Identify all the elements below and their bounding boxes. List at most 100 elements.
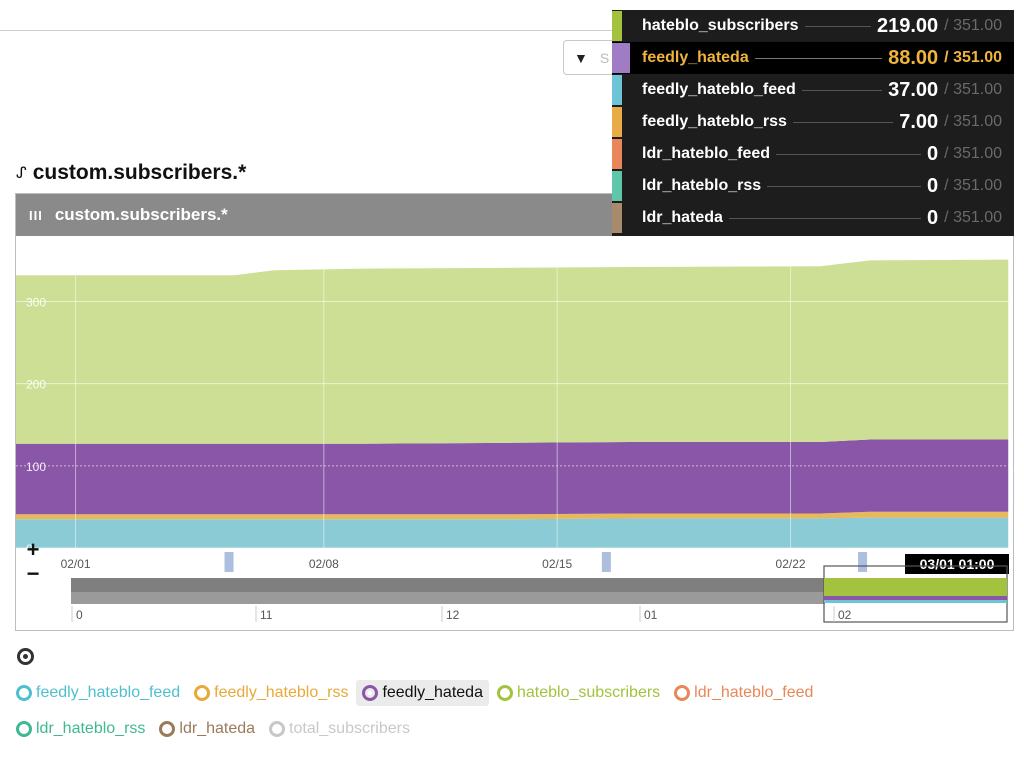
overview-tick-label: 0 xyxy=(76,608,83,622)
tooltip-leader-line xyxy=(728,217,922,219)
tooltip-series-name: feedly_hateblo_feed xyxy=(642,81,796,98)
tooltip-series-name: ldr_hateblo_rss xyxy=(642,177,762,194)
tooltip-total: / 351.00 xyxy=(944,113,1002,130)
overview-range-top xyxy=(71,578,825,592)
panel-title: custom.subscribers.* xyxy=(54,205,228,224)
series-color-swatch xyxy=(612,171,622,201)
area-chart[interactable]: 01 0 0 200 300 02/01 02/08 02/15 02/22 03/01 01:0… xyxy=(16,236,1013,630)
tooltip-value: 219.00 xyxy=(877,14,939,37)
tooltip-series-name: ldr_hateblo_feed xyxy=(642,145,771,162)
x-tick-label: 02/01 xyxy=(61,557,91,571)
area-series-hateblo_subscribers xyxy=(16,259,1009,444)
tooltip-total: / 351.00 xyxy=(944,81,1002,98)
filter-icon: ▼ xyxy=(574,49,588,66)
drag-handle-icon[interactable]: III xyxy=(29,207,43,223)
legend-label: total_subscribers xyxy=(289,720,410,737)
series-color-swatch xyxy=(612,11,622,41)
tooltip-leader-line xyxy=(754,57,883,59)
x-tick-label: 02/08 xyxy=(309,557,339,571)
overview-area-blue xyxy=(824,600,1007,603)
tooltip-leader-line xyxy=(801,89,883,91)
tooltip-total: / 351.00 xyxy=(944,145,1002,162)
zoom-in-button[interactable]: + xyxy=(26,537,40,562)
legend-label: ldr_hateblo_feed xyxy=(694,684,814,701)
tooltip-leader-line xyxy=(804,25,871,27)
area-series-feedly_hateblo_rss xyxy=(16,511,1009,520)
tooltip-value: 88.00 xyxy=(888,46,939,69)
weekend-marker xyxy=(601,552,611,572)
legend-item-hateblo_subscribers[interactable]: hateblo_subscribers xyxy=(491,680,666,706)
value-tooltip: hateblo_subscribers 219.00/ 351.00 feedly_… xyxy=(612,10,1014,236)
tooltip-series-name: feedly_hateblo_rss xyxy=(642,113,787,130)
tooltip-value: 0 xyxy=(927,142,939,165)
tooltip-series-name: feedly_hateda xyxy=(642,49,749,66)
tooltip-leader-line xyxy=(792,121,894,123)
tooltip-row: ldr_hateblo_feed 0 / 351.00 xyxy=(612,138,1014,170)
zoom-out-button[interactable]: − xyxy=(26,561,40,586)
legend-item-ldr_hateda[interactable]: ldr_hateda xyxy=(153,716,261,742)
legend-label: feedly_hateda xyxy=(382,684,483,701)
weekend-marker xyxy=(224,552,234,572)
legend-row: feedly_hateblo_feed feedly_hateblo_rss fee… xyxy=(10,676,1010,710)
legend-radio-icon xyxy=(674,685,691,701)
overview-tick-label: 02 xyxy=(838,608,852,622)
tooltip-series-name: ldr_hateda xyxy=(642,209,723,226)
top-divider xyxy=(0,30,612,31)
graph-panel: III custom.subscribers.* 0 100 200 300 02/01… xyxy=(15,193,1014,631)
tooltip-value: 0 xyxy=(927,174,939,197)
tooltip-value: 7.00 xyxy=(899,110,939,133)
tooltip-value: 37.00 xyxy=(888,78,939,101)
legend-item-feedly_hateblo_feed[interactable]: feedly_hateblo_feed xyxy=(10,680,186,706)
series-color-swatch xyxy=(612,75,622,105)
legend-label: ldr_hateblo_rss xyxy=(36,720,146,737)
series-color-swatch xyxy=(612,139,622,169)
legend-radio-icon xyxy=(194,685,211,701)
legend: feedly_hateblo_feed feedly_hateblo_rss fee… xyxy=(10,676,1010,748)
legend-label: ldr_hateda xyxy=(179,720,256,737)
legend-label: feedly_hateblo_feed xyxy=(36,684,181,701)
y-tick-label: 300 xyxy=(26,296,46,310)
tooltip-row: feedly_hateblo_rss 7.00 / 351.00 xyxy=(612,106,1014,138)
cursor-label-bg xyxy=(905,554,1009,574)
tooltip-row: ldr_hateblo_rss 0 / 351.00 xyxy=(612,170,1014,202)
area-series-feedly_hateda xyxy=(16,439,1009,515)
legend-radio-icon xyxy=(269,721,286,737)
series-color-swatch xyxy=(612,203,622,233)
legend-item-ldr_hateblo_feed[interactable]: ldr_hateblo_feed xyxy=(668,680,819,706)
overview-tick-label: 11 xyxy=(260,608,273,622)
legend-item-feedly_hateblo_rss[interactable]: feedly_hateblo_rss xyxy=(188,680,354,706)
legend-toggle-icon[interactable] xyxy=(17,648,34,665)
legend-item-feedly_hateda[interactable]: feedly_hateda xyxy=(356,680,489,706)
legend-radio-icon xyxy=(16,721,32,737)
graph-title-text: custom.subscribers.* xyxy=(32,161,247,184)
tooltip-leader-line xyxy=(767,185,922,187)
graph-icon: ᔑ xyxy=(16,165,27,182)
overview-tick-label: 12 xyxy=(446,608,460,622)
tooltip-total: / 351.00 xyxy=(944,177,1002,194)
x-tick-label: 02/22 xyxy=(776,557,806,571)
series-color-swatch xyxy=(612,107,622,137)
tooltip-row: hateblo_subscribers 219.00 / 351.00 xyxy=(612,10,1014,42)
area-series-feedly_hateblo_feed xyxy=(16,517,1009,548)
x-tick-label: 02/15 xyxy=(542,557,572,571)
y-tick-label: 0 xyxy=(26,542,33,556)
tooltip-row: feedly_hateda 88.00 / 351.00 xyxy=(612,42,1014,74)
legend-item-total_subscribers[interactable]: total_subscribers xyxy=(263,716,416,742)
y-tick-label: 200 xyxy=(26,378,46,392)
graph-title: ᔑ custom.subscribers.* xyxy=(16,161,246,185)
legend-item-ldr_hateblo_rss[interactable]: ldr_hateblo_rss xyxy=(10,716,151,742)
overview-area-purple xyxy=(824,596,1007,600)
legend-radio-icon xyxy=(496,685,513,701)
tooltip-leader-line xyxy=(776,153,922,155)
tooltip-total: / 351.00 xyxy=(944,17,1002,34)
tooltip-value: 0 xyxy=(927,206,939,229)
tooltip-total: / 351.00 xyxy=(944,49,1002,66)
cursor-label: 03/01 01:00 xyxy=(920,556,995,572)
legend-row: ldr_hateblo_rss ldr_hateda total_subscribe… xyxy=(10,712,1010,746)
legend-label: feedly_hateblo_rss xyxy=(214,684,349,701)
tooltip-row: ldr_hateda 0 / 351.00 xyxy=(612,202,1014,234)
weekend-marker xyxy=(858,552,868,572)
tooltip-series-name: hateblo_subscribers xyxy=(642,17,799,34)
overview-tick-label: 01 xyxy=(644,608,658,622)
filter-placeholder: S xyxy=(599,49,610,66)
